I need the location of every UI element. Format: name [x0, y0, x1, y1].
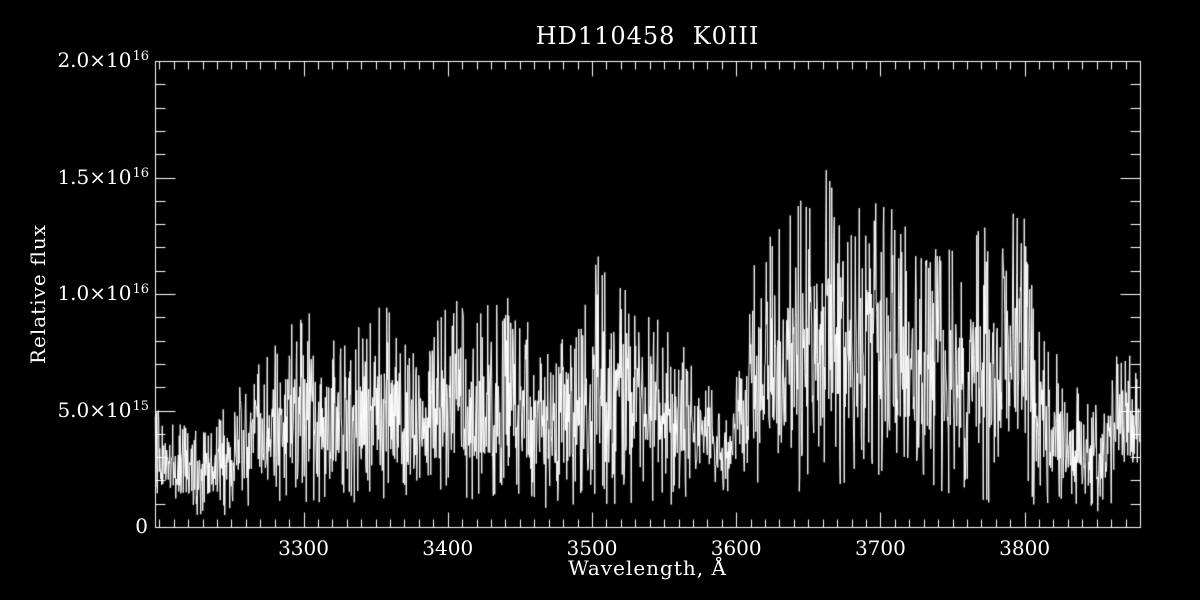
x-tick-label: 3800	[999, 536, 1051, 560]
x-tick-label: 3300	[278, 536, 329, 560]
y-axis-label: Relative flux	[26, 223, 50, 365]
x-tick-label: 3500	[566, 536, 618, 560]
y-tick-label: 2.0×1016	[57, 48, 149, 72]
y-tick-label: 5.0×1015	[57, 397, 149, 422]
x-tick-label: 3700	[854, 536, 906, 560]
x-tick-label: 3600	[710, 536, 762, 560]
y-tick-label: 0	[135, 514, 148, 538]
chart-title: HD110458 K0III	[535, 22, 760, 50]
x-tick-label: 3400	[422, 536, 474, 560]
y-tick-label: 1.0×1016	[57, 281, 149, 305]
y-tick-label: 1.5×1016	[57, 164, 149, 189]
x-axis-label: Wavelength, Å	[568, 556, 727, 580]
